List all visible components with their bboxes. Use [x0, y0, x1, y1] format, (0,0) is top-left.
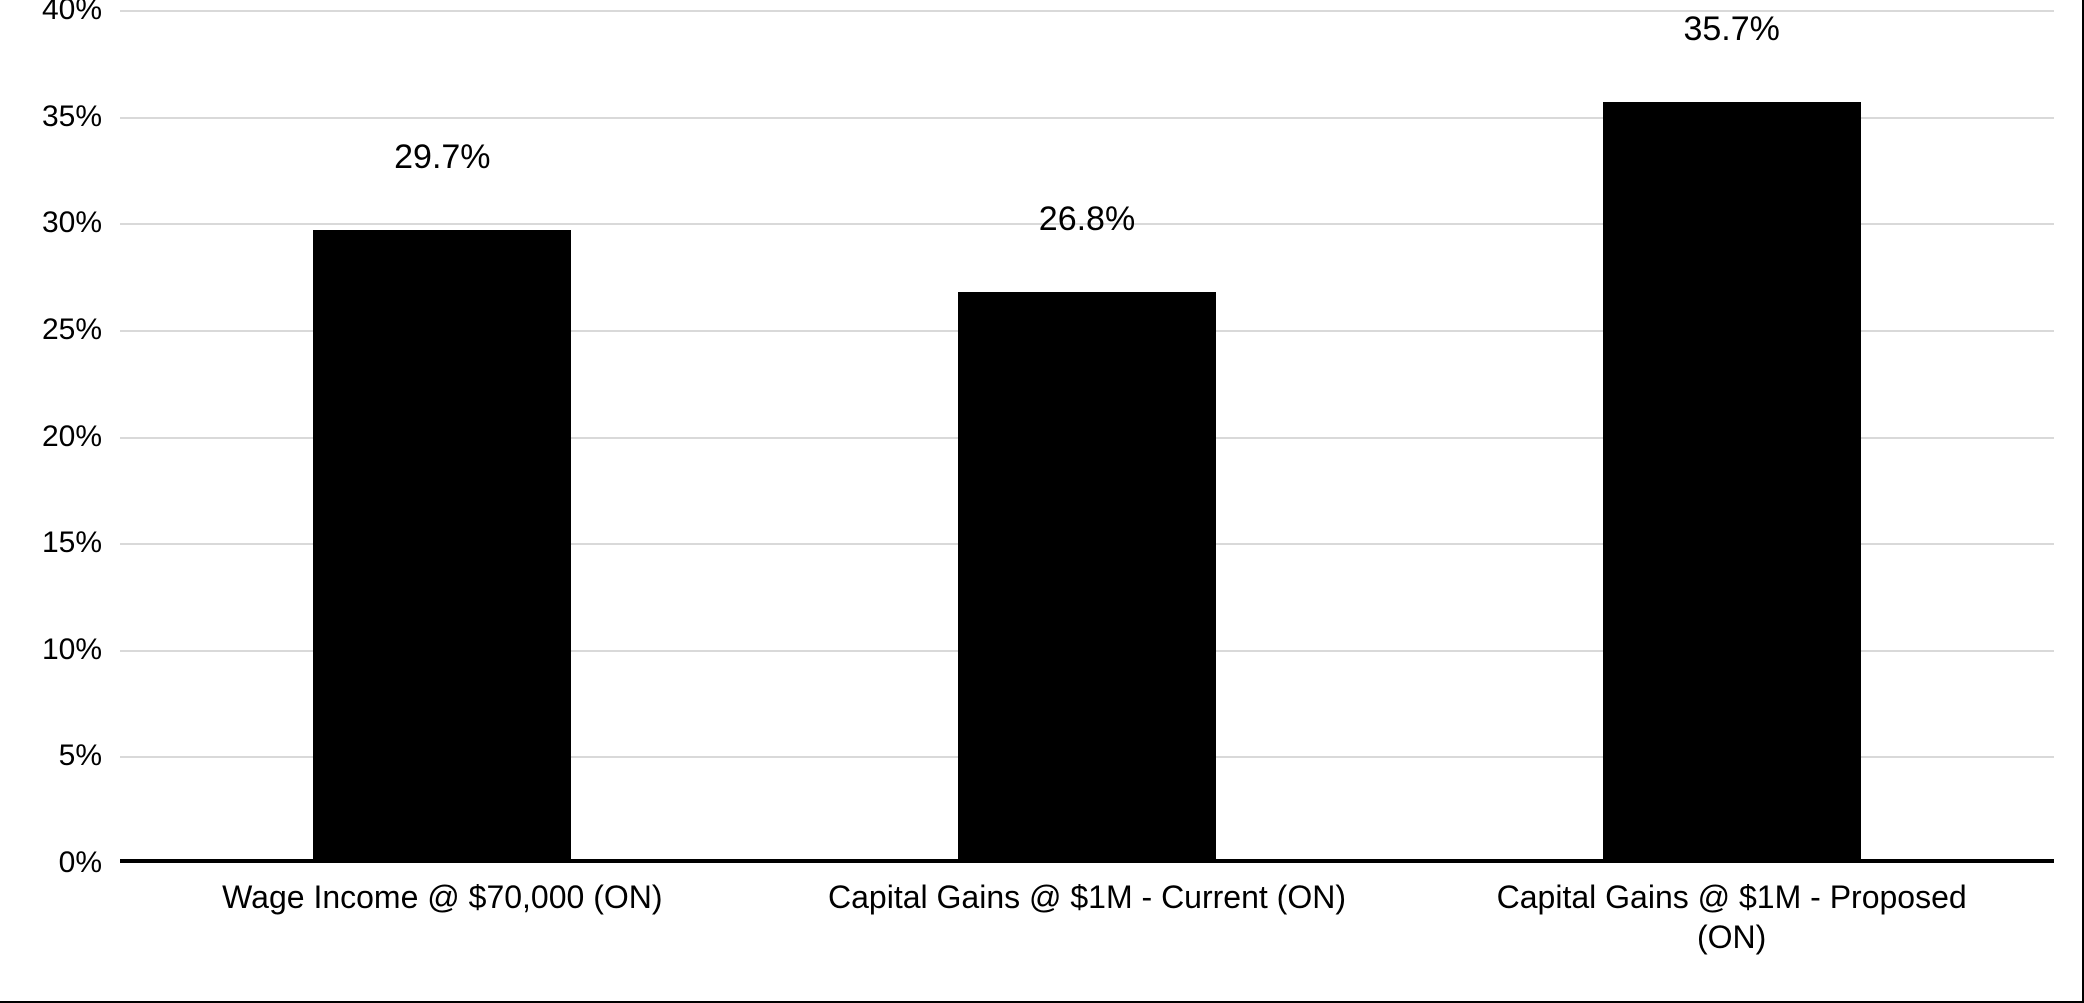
bar: [313, 230, 571, 863]
y-tick-label: 5%: [59, 739, 102, 773]
y-tick-label: 25%: [42, 313, 102, 347]
bar: [958, 292, 1216, 864]
plot-area: 0%5%10%15%20%25%30%35%40%29.7%Wage Incom…: [120, 10, 2054, 863]
x-category-label: Wage Income @ $70,000 (ON): [182, 877, 702, 917]
y-tick-label: 15%: [42, 526, 102, 560]
x-category-label: Capital Gains @ $1M - Proposed (ON): [1472, 877, 1992, 957]
y-tick-label: 40%: [42, 0, 102, 27]
y-tick-label: 30%: [42, 206, 102, 240]
bar-chart: 0% 5% 10% 15% 20% 25% 30% 35% 40% 29.7% Wage Incom…: [0, 0, 2084, 1003]
x-category-label: Capital Gains @ $1M - Current (ON): [827, 877, 1347, 917]
y-tick-label: 0%: [59, 846, 102, 880]
bar-data-label: 29.7%: [394, 138, 490, 177]
bar-data-label: 26.8%: [1039, 200, 1135, 239]
y-tick-label: 10%: [42, 633, 102, 667]
y-tick-label: 35%: [42, 100, 102, 134]
y-tick-label: 20%: [42, 420, 102, 454]
bar: [1603, 102, 1861, 863]
bar-data-label: 35.7%: [1683, 10, 1779, 49]
